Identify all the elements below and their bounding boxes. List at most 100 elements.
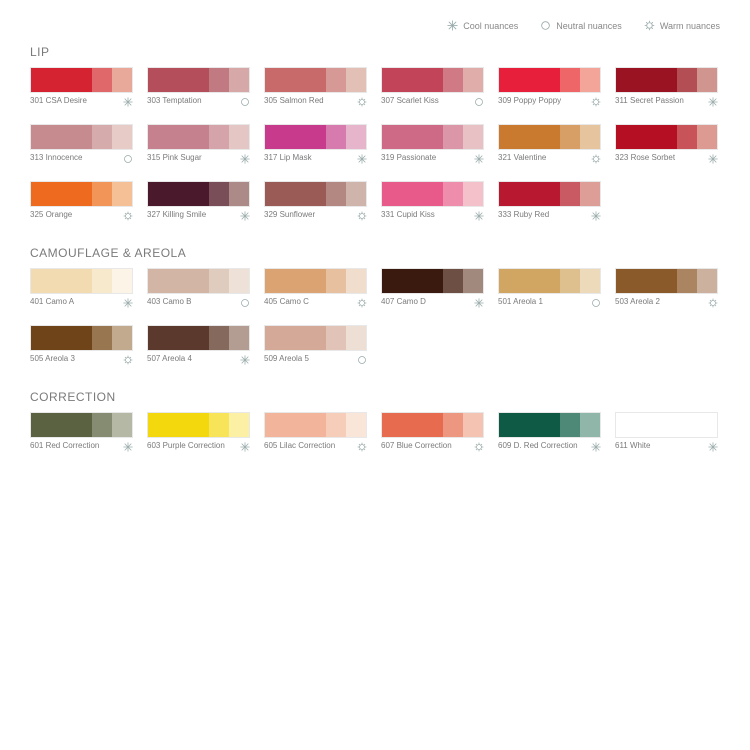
color-bar [498,67,601,93]
swatch-meta: 309 Poppy Poppy [498,96,601,114]
swatch: 501 Areola 1 [498,268,601,315]
color-segment [209,125,229,149]
swatch-label: 331 Cupid Kiss [381,210,474,220]
swatch-meta: 331 Cupid Kiss [381,210,484,228]
snowflake-icon [447,20,458,31]
color-segment [229,269,249,293]
swatch: 319 Passionate [381,124,484,171]
color-segment [229,125,249,149]
color-segment [209,68,229,92]
color-segment [463,269,483,293]
color-segment [31,182,92,206]
swatch-label: 323 Rose Sorbet [615,153,708,163]
swatch-meta: 601 Red Correction [30,441,133,459]
legend-neutral-label: Neutral nuances [556,21,622,31]
swatch-meta: 327 Killing Smile [147,210,250,228]
color-segment [209,269,229,293]
color-segment [463,413,483,437]
swatch: 311 Secret Passion [615,67,718,114]
color-segment [616,269,677,293]
color-segment [697,68,717,92]
color-bar [264,412,367,438]
color-segment [229,68,249,92]
color-segment [229,413,249,437]
color-segment [148,182,209,206]
color-segment [616,68,677,92]
color-segment [382,413,443,437]
swatch-meta: 605 Lilac Correction [264,441,367,459]
color-segment [560,269,580,293]
color-segment [463,125,483,149]
color-bar [147,124,250,150]
color-segment [346,269,366,293]
swatch-label: 325 Orange [30,210,123,220]
color-segment [616,125,677,149]
swatch-label: 601 Red Correction [30,441,123,451]
color-bar [147,325,250,351]
color-segment [463,68,483,92]
cool-nuance-icon [708,97,718,107]
color-segment [697,269,717,293]
color-bar [498,124,601,150]
color-segment [92,326,112,350]
swatch: 333 Ruby Red [498,181,601,228]
swatch-label: 327 Killing Smile [147,210,240,220]
color-segment [265,269,326,293]
color-segment [616,413,677,437]
swatch-label: 303 Temptation [147,96,240,106]
swatch-meta: 401 Camo A [30,297,133,315]
color-segment [31,413,92,437]
color-bar [498,268,601,294]
circle-icon [540,20,551,31]
swatch-meta: 313 Innocence [30,153,133,171]
swatch: 307 Scarlet Kiss [381,67,484,114]
swatch: 601 Red Correction [30,412,133,459]
swatch-meta: 321 Valentine [498,153,601,171]
swatch-label: 319 Passionate [381,153,474,163]
swatch-label: 301 CSA Desire [30,96,123,106]
swatch: 329 Sunflower [264,181,367,228]
color-segment [382,68,443,92]
swatch-label: 315 Pink Sugar [147,153,240,163]
swatch-meta: 315 Pink Sugar [147,153,250,171]
color-segment [697,413,717,437]
color-bar [30,268,133,294]
color-bar [30,325,133,351]
color-segment [31,326,92,350]
swatch: 403 Camo B [147,268,250,315]
color-bar [615,412,718,438]
swatch-label: 611 White [615,441,708,451]
color-segment [463,182,483,206]
color-segment [560,182,580,206]
warm-nuance-icon [123,355,133,365]
color-segment [112,326,132,350]
swatch: 603 Purple Correction [147,412,250,459]
color-segment [112,269,132,293]
color-bar [30,412,133,438]
swatch: 309 Poppy Poppy [498,67,601,114]
color-segment [265,68,326,92]
swatch: 401 Camo A [30,268,133,315]
warm-nuance-icon [357,97,367,107]
swatch-meta: 501 Areola 1 [498,297,601,315]
color-segment [677,413,697,437]
section-title: CAMOUFLAGE & AREOLA [30,246,720,260]
color-segment [31,68,92,92]
swatch-meta: 307 Scarlet Kiss [381,96,484,114]
color-segment [148,68,209,92]
color-segment [92,269,112,293]
swatch: 509 Areola 5 [264,325,367,372]
color-segment [677,68,697,92]
color-bar [147,412,250,438]
color-segment [346,125,366,149]
color-segment [677,269,697,293]
swatch: 611 White [615,412,718,459]
swatch-label: 313 Innocence [30,153,123,163]
color-segment [326,326,346,350]
color-segment [580,269,600,293]
swatch-label: 607 Blue Correction [381,441,474,451]
color-segment [209,182,229,206]
swatch-label: 305 Salmon Red [264,96,357,106]
neutral-nuance-icon [474,97,484,107]
color-segment [560,413,580,437]
